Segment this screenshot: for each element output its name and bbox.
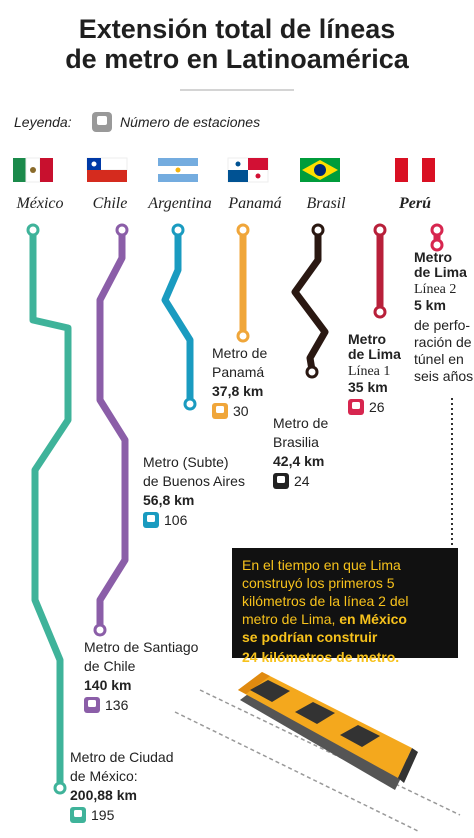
train-illustration [174,672,461,833]
callout-text: metro de Lima, en México [242,611,407,627]
line-name: de Lima [414,264,467,280]
station-count: 136 [105,697,129,713]
line-name: Metro de [212,345,267,361]
flag-mexico [13,157,53,183]
flag-chile [86,157,128,182]
callout-text: 24 kilómetros de metro. [242,649,399,665]
line-note: seis años [414,368,473,384]
line-name: de Buenos Aires [143,473,245,489]
flag-panama [227,157,269,183]
line-subtitle: Línea 2 [414,282,456,297]
line-length: 140 km [84,677,131,693]
line-name: Metro [348,331,386,347]
title: de metro en Latinoamérica [65,44,410,74]
line-subtitle: Línea 1 [348,364,390,379]
line-note: de perfo- [414,317,470,333]
country: Perú [398,195,431,212]
line-length: 37,8 km [212,383,263,399]
station-icon-window [277,476,285,483]
station-count: 26 [369,399,385,415]
line-name: de México: [70,768,138,784]
station-count: 24 [294,473,310,489]
station-icon-window [352,402,360,409]
station-icon-window [88,700,96,707]
station-icon-window [147,515,155,522]
line-length: 56,8 km [143,492,194,508]
route-argentina [161,226,194,406]
flag-argentina [158,158,198,182]
route-mexico [29,226,72,789]
station-icon-window [216,406,224,413]
line-length: 42,4 km [273,453,324,469]
line-length: 200,88 km [70,787,137,803]
legend-icon [92,112,112,132]
legend-item: Número de estaciones [120,114,260,130]
country: Brasil [306,195,346,212]
line-note: ración de [414,334,472,350]
line-note: túnel en [414,351,464,367]
station-icon-window [74,810,82,817]
line-name: Metro de [273,415,328,431]
station-count: 106 [164,512,188,528]
callout-text: kilómetros de la línea 2 del [242,593,409,609]
line-name: de Chile [84,658,136,674]
line-name: Brasilia [273,434,319,450]
line-length: 35 km [348,379,388,395]
line-name: Metro [414,249,452,265]
line-name: Panamá [212,364,264,380]
legend-label: Leyenda: [14,114,72,130]
flag-brasil [300,158,340,182]
callout-text: se podrían construir [242,629,378,645]
station-count: 195 [91,807,115,823]
line-length: 5 km [414,297,446,313]
country: Panamá [227,195,281,212]
callout-box [232,548,458,658]
line-name: Metro de Santiago [84,639,199,655]
route-ends [26,223,444,795]
callout-text: En el tiempo en que Lima [242,557,401,573]
country: México [15,195,63,212]
line-name: Metro de Ciudad [70,749,174,765]
callout-text: construyó los primeros 5 [242,575,395,591]
title: Extensión total de líneas [79,14,396,44]
station-count: 30 [233,403,249,419]
country: Argentina [147,195,211,212]
line-name: Metro (Subte) [143,454,229,470]
route-brasil [291,226,329,374]
country: Chile [93,195,128,212]
route-chile [96,226,129,632]
flag-peru [395,158,435,182]
line-name: de Lima [348,346,401,362]
